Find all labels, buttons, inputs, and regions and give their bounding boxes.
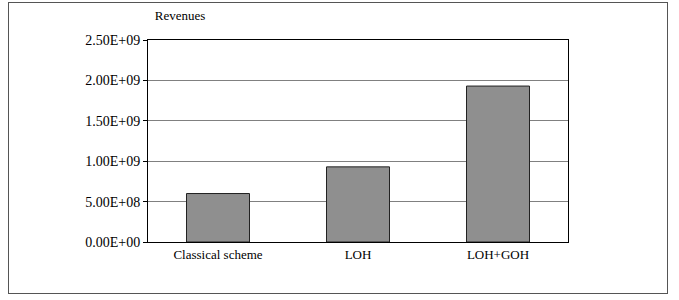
svg-text:1.00E+09: 1.00E+09 [85,154,140,169]
svg-text:0.00E+00: 0.00E+00 [85,235,140,250]
svg-text:LOH+GOH: LOH+GOH [467,247,529,262]
svg-text:Revenues: Revenues [155,8,206,23]
svg-text:5.00E+08: 5.00E+08 [85,195,140,210]
svg-text:1.50E+09: 1.50E+09 [85,114,140,129]
svg-text:Classical scheme: Classical scheme [173,247,262,262]
svg-text:LOH: LOH [345,247,372,262]
svg-text:2.50E+09: 2.50E+09 [85,33,140,48]
svg-text:2.00E+09: 2.00E+09 [85,73,140,88]
